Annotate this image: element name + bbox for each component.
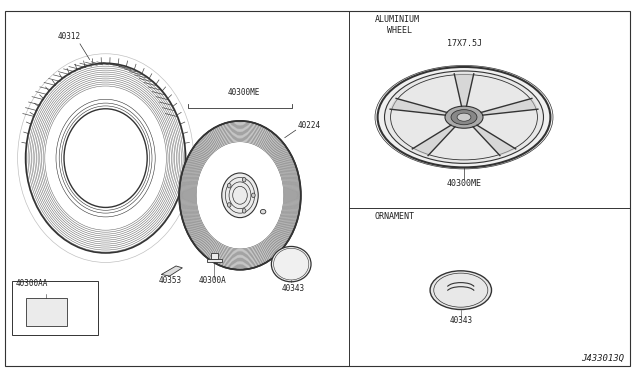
Text: 40300ME: 40300ME — [227, 88, 260, 97]
Bar — [207, 259, 222, 262]
Ellipse shape — [227, 183, 231, 188]
Polygon shape — [412, 125, 455, 155]
Circle shape — [445, 106, 483, 128]
Circle shape — [451, 110, 477, 125]
Bar — [12, 281, 98, 335]
Ellipse shape — [243, 177, 246, 182]
Ellipse shape — [271, 246, 311, 282]
Ellipse shape — [430, 271, 492, 310]
Bar — [26, 298, 67, 326]
Ellipse shape — [243, 209, 246, 213]
Text: 40300AA: 40300AA — [16, 279, 49, 288]
Text: 40353: 40353 — [159, 276, 182, 285]
Polygon shape — [161, 266, 182, 276]
Ellipse shape — [64, 109, 147, 208]
Text: WHEEL: WHEEL — [387, 26, 412, 35]
Text: 17X7.5J: 17X7.5J — [447, 39, 481, 48]
Text: 40300ME: 40300ME — [447, 179, 481, 188]
Polygon shape — [390, 99, 447, 115]
Text: 40343: 40343 — [282, 284, 305, 293]
Text: 40312: 40312 — [58, 32, 81, 41]
Text: 40343: 40343 — [449, 315, 472, 324]
Circle shape — [375, 65, 553, 169]
Text: ALUMINIUM: ALUMINIUM — [374, 15, 419, 24]
Polygon shape — [454, 74, 474, 106]
Ellipse shape — [227, 203, 231, 207]
Polygon shape — [481, 99, 538, 115]
Circle shape — [378, 67, 550, 167]
Bar — [211, 253, 218, 259]
Ellipse shape — [252, 193, 255, 198]
Text: J433013Q: J433013Q — [581, 354, 624, 363]
Circle shape — [457, 113, 471, 121]
Text: 40224: 40224 — [298, 121, 321, 130]
Ellipse shape — [179, 121, 301, 270]
Polygon shape — [473, 125, 516, 155]
Text: 40300A: 40300A — [198, 276, 226, 285]
Text: ORNAMENT: ORNAMENT — [374, 212, 415, 221]
Ellipse shape — [260, 209, 266, 214]
Circle shape — [385, 71, 543, 163]
Ellipse shape — [222, 173, 259, 218]
